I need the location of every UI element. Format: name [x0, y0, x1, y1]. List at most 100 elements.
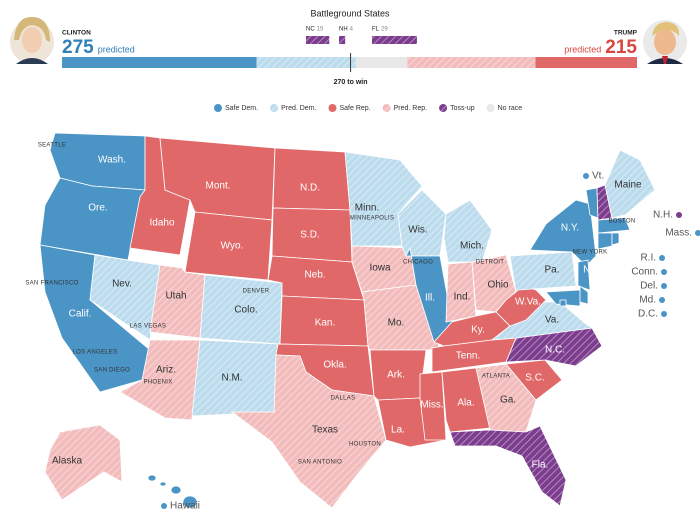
- state-shape: [597, 232, 613, 250]
- bar-segment: [407, 57, 536, 68]
- threshold-label: 270 to win: [334, 79, 368, 86]
- state-label: N.J.: [583, 265, 601, 276]
- legend-swatch: [214, 104, 222, 112]
- city-label: SAN ANTONIO: [298, 460, 342, 466]
- state-dot: [659, 255, 665, 261]
- state-label: Minn.: [355, 203, 379, 214]
- state-dot: [161, 503, 167, 509]
- city-label: DALLAS: [331, 396, 356, 402]
- legend-label: Toss-up: [450, 105, 475, 112]
- legend-label: No race: [498, 105, 523, 112]
- state-label: Ky.: [471, 325, 485, 336]
- state-label: Neb.: [304, 270, 325, 281]
- trump-name: TRUMP: [614, 30, 638, 37]
- state-label: Wis.: [408, 225, 427, 236]
- battleground-title: Battleground States: [310, 8, 390, 18]
- city-label: DETROIT: [476, 260, 504, 266]
- state-shape: [170, 485, 182, 495]
- state-shape: [182, 495, 198, 509]
- state-dot: [661, 283, 667, 289]
- state-shape: [611, 232, 620, 246]
- clinton-votes: 275: [62, 37, 94, 58]
- city-label: LAS VEGAS: [130, 324, 166, 330]
- state-label: Md.: [639, 295, 656, 306]
- legend-label: Pred. Dem.: [281, 105, 316, 112]
- state-label: W.Va.: [515, 297, 541, 308]
- state-label: Mass.: [665, 228, 692, 239]
- state-label: Conn.: [631, 267, 658, 278]
- state-label: Ore.: [88, 203, 107, 214]
- city-label: SEATTLE: [38, 143, 66, 149]
- us-map: [39, 132, 656, 509]
- state-label: Maine: [614, 180, 642, 191]
- battleground-state: NH: [339, 27, 348, 33]
- state-label: Vt.: [592, 171, 604, 182]
- state-shape: [577, 259, 591, 291]
- battleground-bar: [372, 36, 417, 44]
- state-label: N.H.: [653, 210, 673, 221]
- state-label: Idaho: [149, 218, 174, 229]
- state-shape: [272, 147, 351, 211]
- state-shape: [529, 199, 597, 267]
- state-label: Ark.: [387, 370, 405, 381]
- clinton-predicted: predicted: [98, 44, 135, 54]
- state-shape: [475, 363, 537, 433]
- state-label: Ill.: [425, 293, 435, 304]
- state-label: Nev.: [112, 279, 132, 290]
- state-label: Ind.: [454, 292, 471, 303]
- state-label: Texas: [312, 425, 338, 436]
- state-label: Ohio: [487, 280, 509, 291]
- state-label: R.I.: [640, 253, 656, 264]
- state-label: Calif.: [69, 309, 92, 320]
- state-dot: [676, 212, 682, 218]
- trump-votes: 215: [605, 37, 637, 58]
- state-label: N.C.: [545, 345, 565, 356]
- state-label: Va.: [545, 315, 559, 326]
- state-dot: [661, 311, 667, 317]
- state-label: Mo.: [388, 318, 405, 329]
- state-shape: [604, 149, 656, 219]
- legend-label: Pred. Rep.: [394, 105, 428, 112]
- legend-label: Safe Rep.: [339, 105, 370, 112]
- state-label: N.Y.: [561, 223, 579, 234]
- state-shape: [441, 367, 491, 433]
- city-label: MINNEAPOLIS: [350, 216, 394, 222]
- state-label: La.: [391, 425, 405, 436]
- battleground-votes: 29: [381, 27, 388, 33]
- legend-swatch: [270, 104, 279, 112]
- map-labels: Wash. Ore. Calif. Nev. Idaho Mont. Wyo. Utah Col…: [25, 143, 700, 512]
- battleground-state: NC: [306, 27, 315, 33]
- city-label: ATLANTA: [482, 374, 510, 380]
- state-label: Mich.: [460, 241, 484, 252]
- state-label: S.D.: [300, 230, 319, 241]
- state-label: Iowa: [369, 263, 391, 274]
- city-label: NEW YORK: [573, 250, 608, 256]
- bar-segment: [535, 57, 637, 68]
- state-dot: [661, 269, 667, 275]
- state-label: Alaska: [52, 456, 82, 467]
- state-dot: [583, 173, 589, 179]
- state-label: Colo.: [234, 305, 257, 316]
- state-label: Ga.: [500, 395, 516, 406]
- state-shape: [579, 285, 589, 305]
- state-dot: [695, 230, 700, 236]
- trump-predicted: predicted: [564, 44, 601, 54]
- state-shape: [559, 299, 567, 307]
- state-shape: [159, 481, 167, 487]
- state-shape: [449, 425, 567, 507]
- state-label: Wash.: [98, 155, 126, 166]
- state-shape: [230, 354, 387, 509]
- legend-swatch: [439, 104, 448, 112]
- state-label: Wyo.: [221, 241, 244, 252]
- bar-segment: [62, 57, 257, 68]
- state-shape: [419, 371, 447, 441]
- state-shape: [44, 424, 123, 501]
- state-shape: [509, 251, 577, 293]
- clinton-photo: [10, 16, 54, 64]
- legend-label: Safe Dem.: [225, 105, 258, 112]
- state-label: Del.: [640, 281, 658, 292]
- state-label: Mont.: [205, 181, 230, 192]
